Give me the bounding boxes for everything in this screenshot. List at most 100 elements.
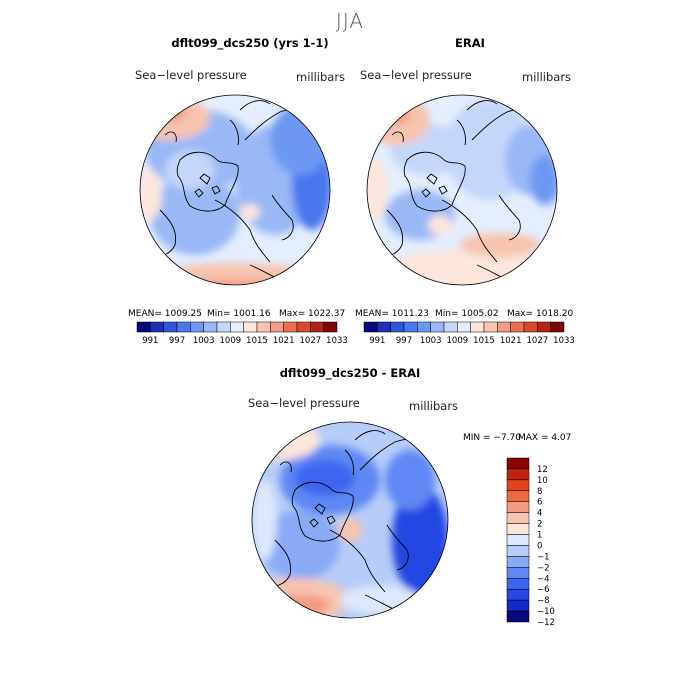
- panel1-max: Max= 1022.37: [279, 309, 346, 319]
- panel2-mean: MEAN= 1011.23: [355, 309, 429, 319]
- panel2-field-label: Sea−level pressure: [360, 68, 472, 82]
- panel2-map: [366, 94, 558, 286]
- panel3-field-label: Sea−level pressure: [248, 396, 360, 410]
- panel1-colorbar-swatch: [150, 321, 164, 333]
- panel3-colorbar-tick-label: 0: [537, 541, 542, 551]
- panel2-colorbar-swatch: [470, 321, 485, 333]
- panel3-colorbar-swatch: [506, 479, 530, 492]
- panel1-colorbar-swatch: [270, 321, 284, 333]
- panel1-colorbar-swatch: [136, 321, 151, 333]
- panel2-colorbar-swatch: [510, 321, 525, 333]
- panel2-colorbar-tick-label: 1021: [500, 336, 522, 346]
- panel2-colorbar-tick-label: 1033: [553, 336, 575, 346]
- panel1-colorbar-swatch: [296, 321, 311, 333]
- panel1-colorbar-tick-label: 1033: [326, 336, 348, 346]
- main-title: JJA: [335, 9, 365, 33]
- panel3-title: dflt099_dcs250 - ERAI: [279, 366, 421, 380]
- panel1-colorbar-swatch: [256, 321, 271, 333]
- panel3-colorbar-swatch: [506, 567, 530, 579]
- panel2-colorbar-tick-label: 1003: [420, 336, 442, 346]
- panel3-colorbar-tick-label: 4: [537, 509, 542, 519]
- panel3-colorbar-swatch: [506, 599, 530, 612]
- panel3-min: MIN = −7.70: [463, 433, 521, 443]
- panel1-mean: MEAN= 1009.25: [128, 309, 202, 319]
- panel3-colorbar-tick-label: 2: [537, 520, 542, 530]
- panel1-colorbar-swatch: [190, 321, 204, 333]
- panel3-colorbar-tick-label: 6: [537, 498, 542, 508]
- panel3-colorbar-swatch: [506, 512, 530, 524]
- panel3-colorbar-tick-label: −4: [537, 574, 550, 584]
- panel2-colorbar-swatch: [457, 321, 471, 333]
- panel2-colorbar-swatch: [550, 321, 565, 333]
- panel1-colorbar-tick-label: 1021: [273, 336, 295, 346]
- panel1-colorbar-swatch: [216, 321, 231, 333]
- panel3-colorbar-swatch: [506, 468, 530, 481]
- panel3-colorbar-swatch: [506, 610, 530, 623]
- panel1-colorbar: 991 997 1003 1009 1015 1021 1027 1033: [136, 321, 348, 346]
- panel2-colorbar-swatch: [363, 321, 378, 333]
- panel3-colorbar-tick-label: −10: [537, 607, 555, 617]
- panel2-colorbar-swatch: [403, 321, 418, 333]
- panel1-colorbar-swatch: [243, 321, 258, 333]
- panel3-colorbar-tick-label: 12: [537, 465, 548, 475]
- panel1-colorbar-swatch: [203, 321, 218, 333]
- panel3-colorbar-swatch: [506, 490, 530, 502]
- panel2-colorbar-tick-label: 997: [396, 336, 412, 346]
- panel2-units: millibars: [522, 70, 572, 84]
- panel3-units: millibars: [409, 399, 459, 413]
- panel1-colorbar-tick-label: 1003: [193, 336, 215, 346]
- panel1-colorbar-tick-label: 1015: [246, 336, 268, 346]
- panel3-colorbar-swatch: [506, 545, 530, 557]
- panel2-colorbar-swatch: [390, 321, 405, 333]
- panel3-colorbar-swatch: [506, 578, 530, 590]
- panel3-colorbar-swatch: [506, 501, 530, 513]
- panel3-map: [251, 421, 449, 619]
- panel2-colorbar-tick-label: 1027: [527, 336, 549, 346]
- panel2-colorbar-swatch: [537, 321, 551, 333]
- panel1-colorbar-swatch: [163, 321, 178, 333]
- panel1-map: [139, 94, 331, 286]
- panel2-colorbar-swatch: [483, 321, 498, 333]
- panel2-colorbar-tick-label: 1015: [473, 336, 495, 346]
- panel2-colorbar-tick-label: 991: [369, 336, 385, 346]
- panel1-colorbar-swatch: [176, 321, 191, 333]
- panel1-colorbar-tick-label: 1009: [220, 336, 242, 346]
- panel3-colorbar-tick-label: −1: [537, 552, 550, 562]
- panel2-colorbar-swatch: [523, 321, 538, 333]
- panel2-colorbar-swatch: [430, 321, 445, 333]
- panel3-colorbar-swatch: [506, 523, 530, 535]
- panel3-colorbar-swatch: [506, 556, 530, 568]
- panel2-max: Max= 1018.20: [507, 309, 574, 319]
- panel1-colorbar-tick-label: 991: [142, 336, 158, 346]
- panel2-colorbar: 991 997 1003 1009 1015 1021 1027 1033: [363, 321, 575, 346]
- panel2-colorbar-swatch: [443, 321, 458, 333]
- panel1-min: Min= 1001.16: [207, 309, 271, 319]
- panel3-colorbar-tick-label: −8: [537, 596, 550, 606]
- panel1-title: dflt099_dcs250 (yrs 1-1): [171, 36, 329, 50]
- panel3-colorbar-tick-label: 8: [537, 487, 542, 497]
- panel1-field-label: Sea−level pressure: [135, 68, 247, 82]
- panel3-colorbar-tick-label: −12: [537, 618, 555, 628]
- panel3-colorbar-swatch: [506, 588, 530, 601]
- panel2-colorbar-swatch: [377, 321, 391, 333]
- panel1-colorbar-tick-label: 1027: [300, 336, 322, 346]
- panel3-colorbar-tick-label: 10: [537, 476, 548, 486]
- panel3-colorbar-tick-label: −2: [537, 563, 550, 573]
- panel1-colorbar-swatch: [283, 321, 298, 333]
- panel2-colorbar-tick-label: 1009: [447, 336, 469, 346]
- panel3-max: MAX = 4.07: [518, 433, 572, 443]
- panel2-min: Min= 1005.02: [435, 309, 499, 319]
- panel3-colorbar-swatch: [506, 457, 530, 470]
- panel3-colorbar-tick-label: −6: [537, 585, 550, 595]
- panel3-colorbar-swatch: [506, 534, 530, 546]
- panel1-units: millibars: [296, 70, 346, 84]
- panel2-title: ERAI: [455, 36, 485, 50]
- panel1-colorbar-swatch: [230, 321, 244, 333]
- panel1-colorbar-swatch: [310, 321, 324, 333]
- panel2-colorbar-swatch: [497, 321, 511, 333]
- panel3-colorbar-tick-label: 1: [537, 531, 542, 541]
- panel1-colorbar-tick-label: 997: [169, 336, 185, 346]
- panel1-colorbar-swatch: [323, 321, 338, 333]
